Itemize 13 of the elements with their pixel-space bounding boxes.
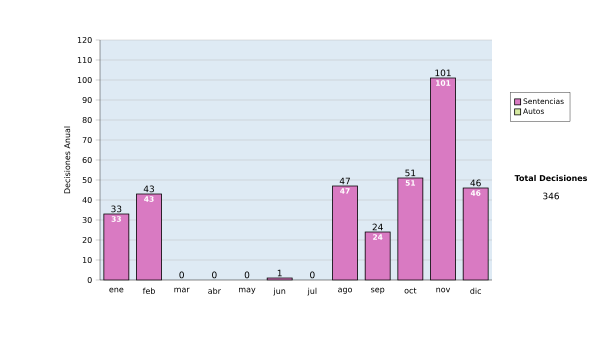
total-label: 33 [111, 206, 122, 212]
total-label: 1 [278, 270, 282, 276]
total-label: 101 [435, 70, 451, 76]
total-label: 51 [405, 170, 416, 176]
total-label: 0 [244, 272, 250, 278]
total-label: 0 [212, 272, 217, 278]
total-label: 0 [179, 272, 184, 278]
total-label: 0 [310, 272, 315, 278]
total-label: 47 [340, 178, 350, 184]
text: 346 [543, 192, 559, 200]
total-label: 24 [372, 224, 383, 230]
total-label: 46 [470, 180, 481, 186]
total-label: 43 [144, 186, 154, 192]
